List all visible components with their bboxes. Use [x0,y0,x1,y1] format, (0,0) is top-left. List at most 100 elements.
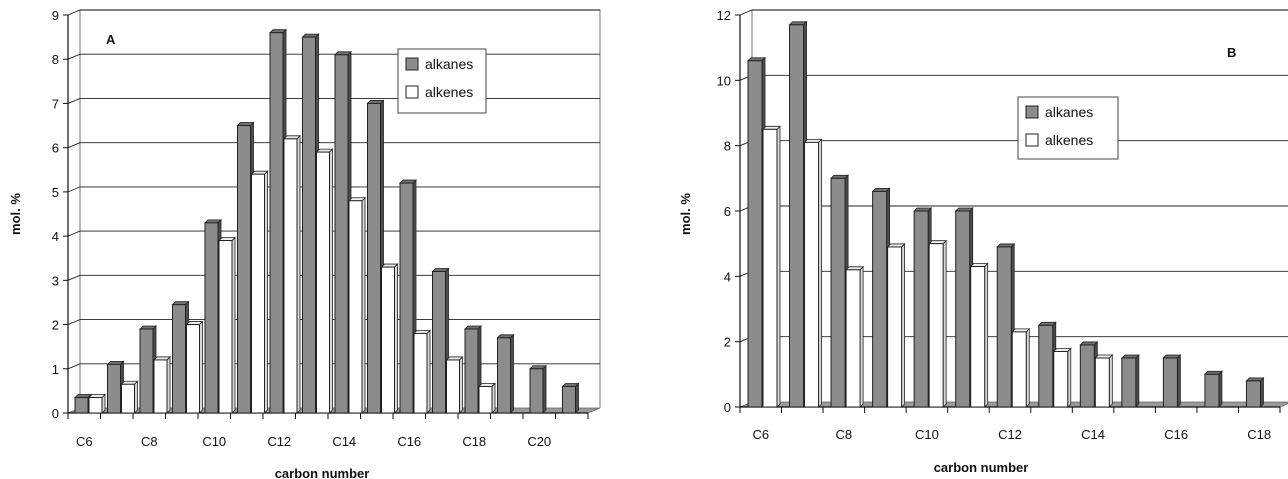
bar-alkenes-C10 [218,236,236,414]
y-axis-label: mol. % [678,193,693,235]
bar-front [316,151,330,414]
bar-alkenes-C14 [1094,354,1114,408]
bar-alkenes-C11 [969,262,989,408]
bar-alkanes-C7 [788,20,808,408]
bar-front [302,36,316,414]
legend-swatch [1025,105,1039,119]
bar-front [970,266,986,408]
legend: alkanes alkenes [1017,96,1119,160]
bar-alkanes-C16 [399,179,417,414]
bar-front [562,385,576,414]
y-tick-label: 2 [724,335,731,350]
x-tick-label: C18 [1247,427,1271,442]
legend-label: alkanes [425,56,473,72]
bar-front [996,246,1012,408]
y-tick-label: 2 [52,318,59,333]
bar-front [413,332,428,414]
bar-alkenes-C9 [886,242,906,408]
bar-alkanes-C16 [1162,354,1182,408]
x-tick-label: C10 [202,434,226,449]
gridline [67,186,600,193]
gridline [739,205,1288,212]
bar-front [186,324,200,414]
bar-alkenes-C6 [762,125,781,408]
bar-front [789,24,805,408]
y-tick-label: 7 [52,96,59,111]
y-tick-label: 4 [52,229,59,244]
x-tick-label: C10 [915,427,939,442]
bar-front [153,359,168,414]
bar-alkenes-C8 [845,265,865,408]
bar-front [529,368,544,414]
bar-front [955,210,971,408]
bar-front [845,269,861,408]
y-tick-label: 10 [717,73,731,88]
gridline [739,9,1288,16]
gridline [67,230,600,237]
bar-front [762,128,778,408]
bar-front [107,363,121,414]
bar-alkanes-C19 [496,333,515,414]
bar-alkanes-C6 [747,56,766,408]
bar-front [88,397,103,414]
bar-front [1245,380,1261,408]
bar-front [399,182,414,414]
bar-alkanes-C14 [1079,340,1099,408]
bar-alkanes-C17 [1203,370,1223,408]
y-tick-label: 5 [52,185,59,200]
bar-front [1053,350,1069,408]
gridline [67,142,600,149]
x-tick-label: C16 [397,434,421,449]
y-tick-label: 1 [52,362,59,377]
gridline [67,319,600,325]
gridline [739,140,1288,147]
bar-alkenes-C6 [88,393,106,414]
bar-alkenes-C18 [478,382,496,414]
legend: alkanes alkenes [397,48,487,114]
gridline [67,97,600,104]
bar-front [887,246,903,408]
bar-front [1162,357,1178,408]
bar-front [172,304,186,414]
legend-swatch [405,85,419,99]
bar-front [464,328,479,414]
x-tick-label: C12 [267,434,291,449]
bar-front [446,359,460,414]
bar-alkenes-C10 [928,239,948,408]
panel-letter: B [1227,45,1236,60]
bar-front [747,60,763,408]
bar-front [830,177,846,408]
bar-alkenes-C9 [185,320,204,414]
bar-alkenes-C15 [380,263,399,414]
bar-front [251,173,265,414]
x-tick-label: C6 [752,427,769,442]
bar-front [139,328,154,414]
bar-front [269,32,284,414]
bar-front [381,266,395,414]
y-tick-label: 6 [52,141,59,156]
gridline [67,9,600,16]
x-tick-label: C14 [1081,427,1105,442]
bar-alkanes-C11 [954,207,974,408]
x-tick-label: C8 [141,434,158,449]
bar-front [478,385,493,414]
bar-front [334,54,349,414]
bar-front [1204,373,1220,408]
bar-alkanes-C12 [996,242,1016,408]
bar-alkanes-C20 [529,364,547,414]
bar-front [1079,344,1095,408]
bar-front [283,138,298,414]
bar-alkenes-C13 [315,148,334,414]
bar-front [497,337,511,414]
x-tick-label: C8 [836,427,853,442]
gridline [67,274,600,281]
bar-alkenes-C16 [413,329,431,414]
bar-alkanes-C8 [830,174,850,408]
bar-alkanes-C15 [1120,354,1140,408]
y-tick-label: 0 [52,406,59,421]
bar-alkanes-C10 [913,207,933,408]
bar-front [1121,357,1137,408]
x-axis-label: carbon number [934,460,1029,475]
y-tick-label: 9 [52,8,59,23]
